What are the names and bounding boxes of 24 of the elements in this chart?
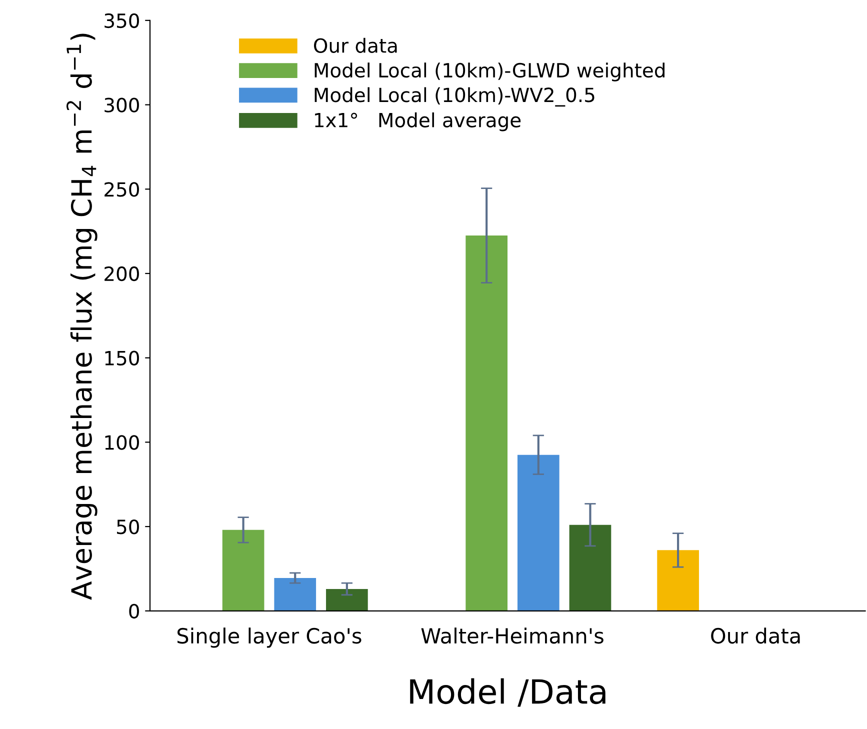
- x-tick-label: Our data: [711, 628, 800, 644]
- x-tick-label: Walter-Heimann's: [421, 628, 604, 644]
- bar: [274, 578, 316, 611]
- bar: [222, 530, 264, 611]
- y-tick-label: 150: [105, 350, 139, 366]
- y-axis-title: Average methane flux (mg CH$_{4}$ m$^{−2}$ d$^{−1}$): [66, 34, 98, 600]
- y-tick-label: 350: [104, 13, 139, 28]
- bar: [326, 588, 368, 611]
- legend-label: Model Local (10km)-WV2_0.5: [314, 87, 594, 107]
- x-axis-title: Model /Data: [410, 678, 606, 707]
- y-tick-label: 300: [104, 98, 139, 112]
- x-tick-label: Single layer Cao's: [177, 628, 362, 648]
- y-tick-label: 0: [129, 604, 139, 619]
- bar: [569, 524, 612, 611]
- y-tick-label: 100: [105, 435, 139, 450]
- y-tick-label: 200: [104, 266, 139, 282]
- bar: [657, 550, 699, 611]
- y-tick-label: 50: [117, 520, 139, 534]
- legend-label: Model Local (10km)-GLWD weighted: [314, 62, 664, 82]
- bar: [517, 454, 560, 611]
- y-tick-label: 250: [104, 182, 139, 197]
- legend-label: Our data: [314, 38, 397, 53]
- bar: [466, 236, 508, 611]
- legend-label: 1x1° Model average: [315, 112, 521, 132]
